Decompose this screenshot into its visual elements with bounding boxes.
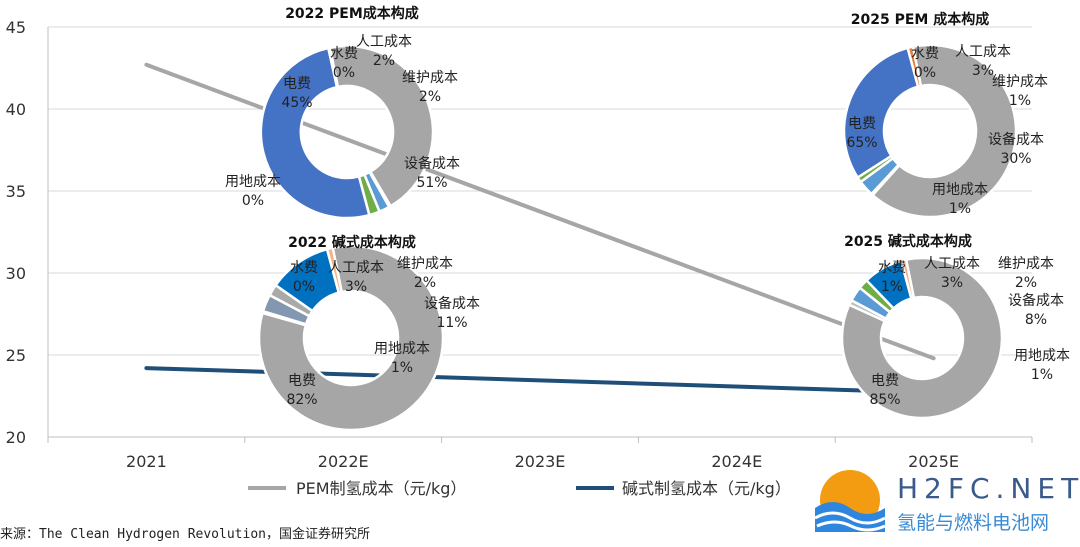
- donut-slice-percent: 2%: [414, 275, 436, 291]
- y-tick-label: 40: [6, 100, 26, 119]
- donut-slice-percent: 51%: [416, 175, 447, 191]
- donut-slice-label: 用地成本: [225, 174, 281, 190]
- donut-slice-percent: 1%: [1009, 93, 1031, 109]
- donut-slice-label: 电费: [283, 76, 311, 92]
- legend-label: PEM制氢成本（元/kg）: [296, 479, 466, 498]
- donut-slice-percent: 0%: [914, 65, 936, 81]
- donut-slice-label: 人工成本: [328, 260, 384, 276]
- donut-slice: [326, 46, 340, 89]
- donut-slice-percent: 45%: [281, 95, 312, 111]
- donut-slice-label: 维护成本: [402, 70, 458, 86]
- x-tick-label: 2025E: [908, 452, 959, 471]
- donut-charts: 2022 PEM成本构成电费45%水费0%人工成本2%维护成本2%设备成本51%…: [225, 5, 1070, 432]
- donut-slice-percent: 2%: [373, 53, 395, 69]
- donut-slice-percent: 3%: [972, 63, 994, 79]
- watermark-title: H2FC.NET: [897, 472, 1080, 505]
- y-tick-label: 35: [6, 182, 26, 201]
- x-tick-label: 2023E: [515, 452, 566, 471]
- donut-slice-label: 设备成本: [988, 131, 1044, 148]
- donut-slice-percent: 0%: [242, 193, 264, 209]
- donut-slice-percent: 3%: [345, 279, 367, 295]
- donut-slice-label: 设备成本: [404, 155, 460, 172]
- donut-slice: [899, 258, 916, 300]
- donut-slice: [259, 46, 371, 220]
- donut-slice-percent: 1%: [391, 360, 413, 376]
- x-tick-label: 2021: [126, 452, 167, 471]
- donut-slice-label: 水费: [878, 260, 906, 276]
- donut-slice-percent: 0%: [333, 65, 355, 81]
- donut-slice: [842, 46, 920, 180]
- donut-title: 2025 碱式成本构成: [844, 233, 972, 250]
- donut-slice-label: 水费: [290, 260, 318, 276]
- donut-slice-label: 电费: [848, 116, 876, 132]
- donut-slice-percent: 3%: [941, 275, 963, 291]
- donut-slice-label: 人工成本: [955, 44, 1011, 60]
- donut-slice-percent: 2%: [419, 89, 441, 105]
- donut-slice-percent: 85%: [869, 392, 900, 408]
- y-tick-label: 25: [6, 346, 26, 365]
- donut-slice-percent: 82%: [286, 392, 317, 408]
- donut-slice-percent: 65%: [846, 135, 877, 151]
- donut-slice-percent: 11%: [436, 315, 467, 331]
- donut-slice-label: 维护成本: [397, 256, 453, 272]
- donut-slice-percent: 2%: [1015, 275, 1037, 291]
- axes: 20 25 30 35 40 45 2021 2022E 2023E 2024E 2025E: [6, 18, 1033, 471]
- donut-slice-label: 设备成本: [424, 295, 480, 312]
- legend: PEM制氢成本（元/kg） 碱式制氢成本（元/kg）: [248, 479, 791, 498]
- x-tick-label: 2024E: [711, 452, 762, 471]
- x-tick-label: 2022E: [318, 452, 369, 471]
- donut-title: 2022 碱式成本构成: [288, 234, 416, 251]
- source-note: 来源：The Clean Hydrogen Revolution，国金证券研究所: [0, 527, 370, 542]
- watermark: H2FC.NET 氢能与燃料电池网: [805, 468, 1080, 543]
- donut-slice-label: 用地成本: [374, 341, 430, 357]
- donut-slice-percent: 30%: [1000, 151, 1031, 167]
- donut-slice-label: 电费: [871, 373, 899, 389]
- donut-slice: [257, 244, 445, 432]
- y-tick-label: 45: [6, 18, 26, 37]
- donut-slice-percent: 1%: [881, 279, 903, 295]
- donut-title: 2025 PEM 成本构成: [851, 11, 989, 28]
- donut-slice-percent: 8%: [1025, 312, 1047, 328]
- donut-slice-percent: 1%: [949, 201, 971, 217]
- y-tick-label: 20: [6, 428, 26, 447]
- donut-slice-label: 维护成本: [992, 74, 1048, 90]
- donut-slice-label: 维护成本: [998, 256, 1054, 272]
- donut-slice-label: 人工成本: [356, 34, 412, 50]
- chart-canvas: 20 25 30 35 40 45 2021 2022E 2023E 2024E 2025E 202…: [6, 5, 1070, 498]
- donut-title: 2022 PEM成本构成: [285, 5, 419, 22]
- wave-logo-icon: [814, 470, 886, 532]
- donut-slice: [906, 45, 923, 89]
- donut-slice-label: 水费: [330, 46, 358, 62]
- donut-slice-label: 设备成本: [1008, 292, 1064, 309]
- donut-slice: [325, 246, 344, 295]
- donut-slice-label: 人工成本: [924, 256, 980, 272]
- legend-label: 碱式制氢成本（元/kg）: [622, 479, 791, 498]
- watermark-subtitle: 氢能与燃料电池网: [897, 512, 1050, 534]
- donut-slice-label: 用地成本: [1014, 348, 1070, 364]
- donut-slice: [328, 44, 435, 208]
- y-tick-label: 30: [6, 264, 26, 283]
- donut-slice-label: 电费: [288, 373, 316, 389]
- donut-slice-label: 用地成本: [932, 182, 988, 198]
- donut-slice-label: 水费: [911, 46, 939, 62]
- donut-chart: 2022 PEM成本构成电费45%水费0%人工成本2%维护成本2%设备成本51%…: [225, 5, 460, 220]
- donut-slice: [840, 256, 1004, 420]
- donut-slice-percent: 1%: [1031, 367, 1053, 383]
- donut-slice: [870, 43, 1018, 219]
- donut-slice-percent: 0%: [293, 279, 315, 295]
